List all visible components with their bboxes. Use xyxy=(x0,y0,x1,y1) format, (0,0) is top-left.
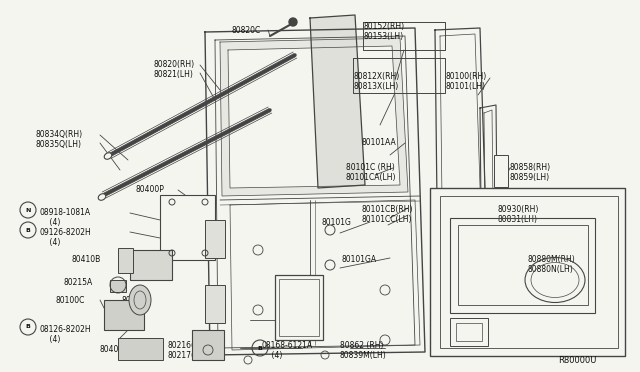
Bar xyxy=(192,330,224,360)
Text: 80862 (RH)
80839M(LH): 80862 (RH) 80839M(LH) xyxy=(340,341,387,360)
Polygon shape xyxy=(228,46,400,188)
Polygon shape xyxy=(435,28,488,288)
Text: 09126-8202H
    (4): 09126-8202H (4) xyxy=(40,228,92,247)
Bar xyxy=(160,195,215,260)
Text: 80410B: 80410B xyxy=(72,255,101,264)
Bar xyxy=(130,250,172,280)
Text: 80834Q(RH)
80835Q(LH): 80834Q(RH) 80835Q(LH) xyxy=(35,130,82,150)
Text: 80930(RH)
80831(LH): 80930(RH) 80831(LH) xyxy=(497,205,538,224)
Text: 80820(RH)
80821(LH): 80820(RH) 80821(LH) xyxy=(153,60,194,79)
Text: 80101A
80101CD: 80101A 80101CD xyxy=(275,295,310,314)
Polygon shape xyxy=(310,15,365,188)
Text: B: B xyxy=(26,228,31,232)
Text: 80820C: 80820C xyxy=(232,26,261,35)
Polygon shape xyxy=(205,28,425,355)
Ellipse shape xyxy=(129,285,151,315)
Bar xyxy=(205,220,225,258)
Text: 80101AA: 80101AA xyxy=(362,138,397,147)
Bar xyxy=(440,196,618,348)
Bar xyxy=(450,218,595,313)
Text: R80000U: R80000U xyxy=(558,356,596,365)
Text: 80152(RH)
80153(LH): 80152(RH) 80153(LH) xyxy=(363,22,404,41)
Text: 08126-8202H
    (4): 08126-8202H (4) xyxy=(40,325,92,344)
Ellipse shape xyxy=(98,194,106,200)
Text: 08918-1081A
    (4): 08918-1081A (4) xyxy=(40,208,91,227)
Text: 80101GA: 80101GA xyxy=(342,255,377,264)
Bar xyxy=(118,248,133,273)
Bar xyxy=(104,300,144,330)
Bar xyxy=(458,225,588,305)
Text: 80858(RH)
80859(LH): 80858(RH) 80859(LH) xyxy=(510,163,551,182)
Text: 80101C (RH)
80101CA(LH): 80101C (RH) 80101CA(LH) xyxy=(346,163,397,182)
Circle shape xyxy=(289,18,297,26)
Polygon shape xyxy=(220,38,408,196)
Bar xyxy=(456,323,482,341)
Text: 80880M(RH)
80880N(LH): 80880M(RH) 80880N(LH) xyxy=(528,255,576,275)
Polygon shape xyxy=(480,105,498,308)
Bar xyxy=(430,188,625,356)
Text: N: N xyxy=(26,208,31,212)
Text: B: B xyxy=(26,324,31,330)
Bar xyxy=(205,285,225,323)
Text: 80400PA: 80400PA xyxy=(100,345,134,354)
Bar xyxy=(450,318,488,346)
Text: 80101G: 80101G xyxy=(322,218,352,227)
Text: 08168-6121A
    (4): 08168-6121A (4) xyxy=(262,341,313,360)
Text: 80440: 80440 xyxy=(122,296,147,305)
Text: B: B xyxy=(257,346,262,350)
Bar xyxy=(118,338,163,360)
Text: 80216(RH)
80217(LH): 80216(RH) 80217(LH) xyxy=(168,341,209,360)
Ellipse shape xyxy=(104,153,112,159)
Text: 80100C: 80100C xyxy=(56,296,85,305)
Bar xyxy=(494,155,508,187)
Text: 80812X(RH)
80813X(LH): 80812X(RH) 80813X(LH) xyxy=(353,72,399,92)
Text: 80101CB(RH)
80101CC(LH): 80101CB(RH) 80101CC(LH) xyxy=(361,205,413,224)
Text: 80100(RH)
80101(LH): 80100(RH) 80101(LH) xyxy=(446,72,487,92)
Bar xyxy=(275,275,323,340)
Bar xyxy=(110,280,126,292)
Bar xyxy=(279,279,319,336)
Text: 80400P: 80400P xyxy=(135,185,164,194)
Text: 80430: 80430 xyxy=(120,255,144,264)
Text: 80215A: 80215A xyxy=(64,278,93,287)
